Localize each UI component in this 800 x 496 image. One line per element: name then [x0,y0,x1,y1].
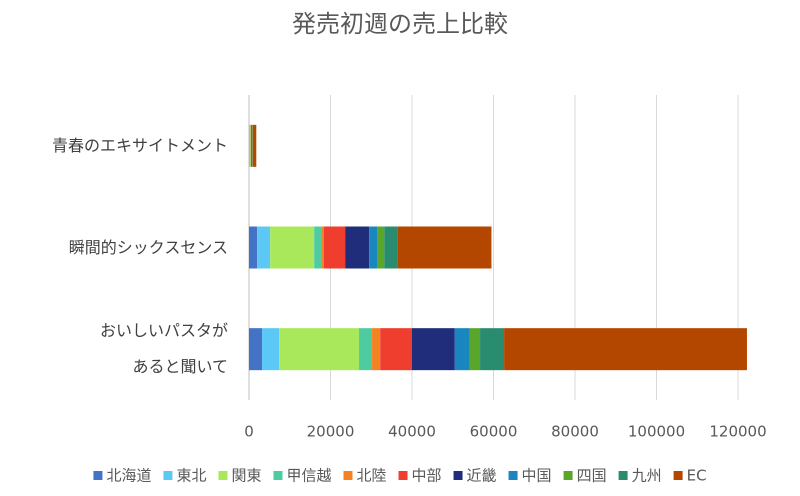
legend-label: 北海道 [106,467,151,485]
bar-segment [249,226,258,269]
x-tick-label: 60000 [470,423,518,441]
legend-marker [398,471,408,480]
legend-marker [343,471,353,480]
legend-marker [453,471,463,480]
x-tick-label: 40000 [388,423,436,441]
y-tick-label: 瞬間的シックスセンス [68,237,228,257]
legend-marker [163,471,173,480]
legend-label: 北陸 [357,467,387,485]
legend-label: 中部 [412,467,442,485]
x-tick-label: 80000 [551,423,599,441]
bar-segment [397,226,492,269]
x-tick-label: 20000 [307,423,355,441]
legend-label: 九州 [632,467,662,485]
x-tick-label: 100000 [628,423,685,441]
bar-segment [380,328,412,371]
legend-marker [218,471,228,480]
legend-label: 近畿 [467,467,497,485]
bar-segment [412,328,455,371]
legend-label: 関東 [231,467,261,485]
legend-marker [563,471,573,480]
bar-segment [257,226,271,269]
bar-segment [469,328,481,371]
x-tick-label: 0 [244,423,254,441]
bar-segment [249,328,263,371]
bar-segment [359,328,373,371]
bar-segment [251,124,252,167]
bar-segment [323,226,346,269]
x-tick-label: 120000 [709,423,766,441]
legend-label: 東北 [176,467,206,485]
legend-label: 中国 [522,467,552,485]
bar-segment [262,328,280,371]
bar-segment [314,226,322,269]
legend-marker [673,471,683,480]
legend-marker [273,471,283,480]
bar-segment [252,124,257,167]
bar-segment [454,328,470,371]
legend: 北海道 東北 関東 甲信越 北陸 中部 近畿 中国 四国 九州 EC [93,467,707,485]
bar-segment [372,328,381,371]
bar-segment [321,226,324,269]
y-tick-label: 青春のエキサイトメント [51,135,228,155]
bar-segment [270,226,315,269]
legend-marker [508,471,518,480]
bar-segment [369,226,378,269]
bar-segment [384,226,398,269]
legend-marker [618,471,628,480]
chart-title: 発売初週の売上比較 [292,10,508,38]
legend-label: 甲信越 [286,467,331,485]
y-tick-label: おいしいパスタが あると聞いて [99,321,228,377]
legend-marker [93,471,103,480]
bar-segment [480,328,505,371]
bar-segment [377,226,385,269]
bar-segment [249,124,251,167]
bar-segment [279,328,360,371]
legend-label: EC [687,467,707,485]
bar-segment [345,226,370,269]
legend-label: 四国 [577,467,607,485]
bar-segment [504,328,747,371]
